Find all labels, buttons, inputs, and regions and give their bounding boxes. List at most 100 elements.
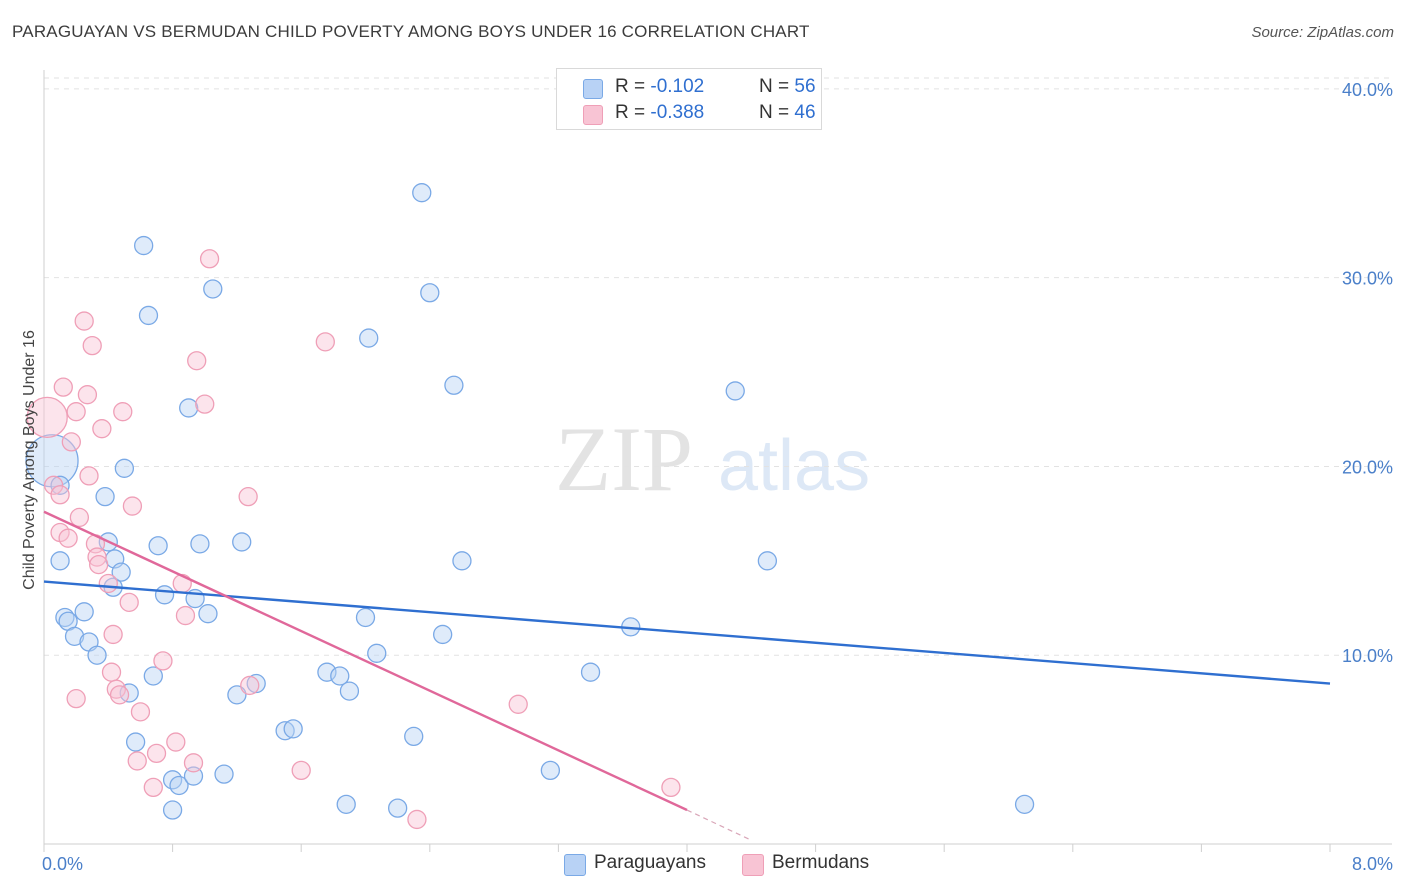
correlation-legend: R = -0.102 N = 56 R = -0.388 N = 46 [556, 68, 822, 130]
data-point [359, 328, 379, 348]
data-point [190, 534, 210, 554]
data-point [330, 666, 350, 686]
data-point [162, 800, 183, 820]
data-point [1014, 794, 1035, 815]
data-point [134, 235, 154, 256]
data-point [238, 486, 258, 507]
data-point [146, 743, 167, 764]
y-tick-label: 10.0% [1342, 646, 1393, 666]
data-point [508, 694, 528, 714]
data-point [355, 607, 376, 628]
legend-swatch-blue [564, 854, 586, 876]
data-point [58, 528, 78, 548]
legend-swatch-pink [583, 105, 603, 125]
tick-labels: 10.0% 20.0% 30.0% 40.0% 0.0% 8.0% [42, 80, 1393, 874]
data-point [275, 721, 295, 741]
data-point [114, 458, 135, 478]
data-point [106, 679, 126, 699]
data-point [315, 332, 335, 352]
data-point [66, 402, 86, 422]
data-point [98, 573, 118, 594]
legend-label: Paraguayans [594, 852, 706, 873]
data-point [87, 547, 107, 567]
trend-line [43, 580, 1331, 685]
y-tick-label: 40.0% [1342, 80, 1393, 100]
legend-r-label: R = -0.102 [615, 76, 705, 97]
data-point [119, 592, 139, 613]
data-point [143, 777, 163, 798]
data-point [153, 651, 173, 671]
series-paraguayans [25, 183, 1035, 820]
data-point [50, 485, 70, 505]
x-tick-label-end: 8.0% [1352, 854, 1393, 874]
data-point [53, 377, 73, 397]
data-point [179, 398, 199, 418]
watermark: ZIP atlas [555, 408, 870, 510]
data-point [540, 760, 561, 781]
data-point [103, 624, 123, 645]
data-point [82, 335, 102, 356]
data-point [79, 466, 99, 486]
data-point [69, 507, 90, 528]
data-point [452, 551, 472, 571]
legend-n-value: 56 [794, 76, 816, 97]
data-point [101, 662, 122, 682]
data-point [407, 809, 427, 830]
data-point [187, 351, 207, 371]
data-point [92, 419, 112, 439]
data-point [725, 381, 745, 401]
grid-lines [44, 77, 1392, 656]
watermark-zip: ZIP [555, 408, 693, 510]
y-tick-label: 30.0% [1342, 269, 1393, 289]
data-point [580, 662, 601, 682]
data-point [169, 775, 189, 796]
data-point [125, 732, 146, 752]
data-point [127, 751, 147, 771]
data-point [444, 375, 464, 395]
source-label: Source: ZipAtlas.com [1251, 24, 1394, 41]
data-point [198, 604, 218, 624]
data-point [113, 402, 133, 422]
data-point [87, 645, 107, 665]
data-point [74, 602, 94, 622]
legend-n-label: N = 46 [759, 102, 816, 123]
legend-label: Bermudans [772, 852, 870, 873]
legend-r-value: -0.388 [650, 102, 705, 123]
trend-lines [43, 510, 1331, 841]
legend-swatch-blue [583, 79, 603, 99]
data-point [420, 283, 440, 303]
legend-n-value: 46 [794, 102, 816, 123]
data-point [199, 249, 220, 269]
legend-r-label: R = -0.388 [615, 102, 705, 123]
data-point [283, 719, 303, 739]
data-point [89, 554, 109, 575]
data-point [95, 486, 115, 507]
data-point [143, 666, 163, 686]
legend-swatch-pink [742, 854, 764, 876]
data-point [367, 643, 387, 663]
data-point [412, 183, 432, 203]
legend-n-label: N = 56 [759, 76, 816, 97]
data-point [61, 432, 81, 452]
data-point [77, 385, 98, 405]
data-point [175, 605, 196, 626]
data-point [203, 279, 223, 299]
y-axis-label: Child Poverty Among Boys Under 16 [21, 330, 38, 590]
axes [43, 70, 1392, 852]
chart-title: PARAGUAYAN VS BERMUDAN CHILD POVERTY AMO… [12, 22, 810, 41]
data-point [50, 551, 70, 571]
data-point [227, 685, 247, 705]
data-point [757, 551, 778, 571]
data-point [64, 626, 85, 646]
trend-line [43, 510, 688, 812]
data-point [26, 396, 68, 439]
data-point [195, 394, 215, 414]
data-point [154, 585, 175, 605]
x-tick-label-start: 0.0% [42, 854, 83, 874]
y-tick-label: 20.0% [1342, 457, 1393, 477]
trend-line-extension [686, 809, 752, 841]
data-point [339, 681, 360, 701]
data-point [183, 753, 204, 773]
data-point [433, 624, 453, 645]
